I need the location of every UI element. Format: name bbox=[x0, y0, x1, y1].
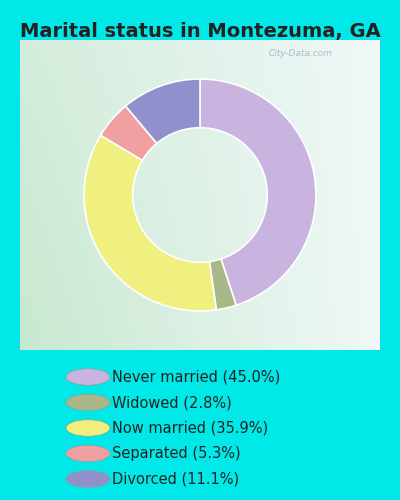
Circle shape bbox=[66, 446, 110, 462]
Text: Never married (45.0%): Never married (45.0%) bbox=[112, 370, 280, 384]
Text: Now married (35.9%): Now married (35.9%) bbox=[112, 420, 268, 436]
Circle shape bbox=[66, 471, 110, 487]
Text: Marital status in Montezuma, GA: Marital status in Montezuma, GA bbox=[20, 22, 380, 42]
Wedge shape bbox=[126, 79, 200, 144]
Circle shape bbox=[66, 420, 110, 436]
Circle shape bbox=[66, 369, 110, 385]
Wedge shape bbox=[84, 135, 216, 311]
Wedge shape bbox=[210, 259, 236, 310]
Text: Separated (5.3%): Separated (5.3%) bbox=[112, 446, 241, 461]
Text: Divorced (11.1%): Divorced (11.1%) bbox=[112, 472, 239, 486]
Text: Widowed (2.8%): Widowed (2.8%) bbox=[112, 395, 232, 410]
Circle shape bbox=[66, 394, 110, 411]
Text: City-Data.com: City-Data.com bbox=[269, 50, 333, 58]
Wedge shape bbox=[100, 106, 157, 160]
Wedge shape bbox=[200, 79, 316, 305]
